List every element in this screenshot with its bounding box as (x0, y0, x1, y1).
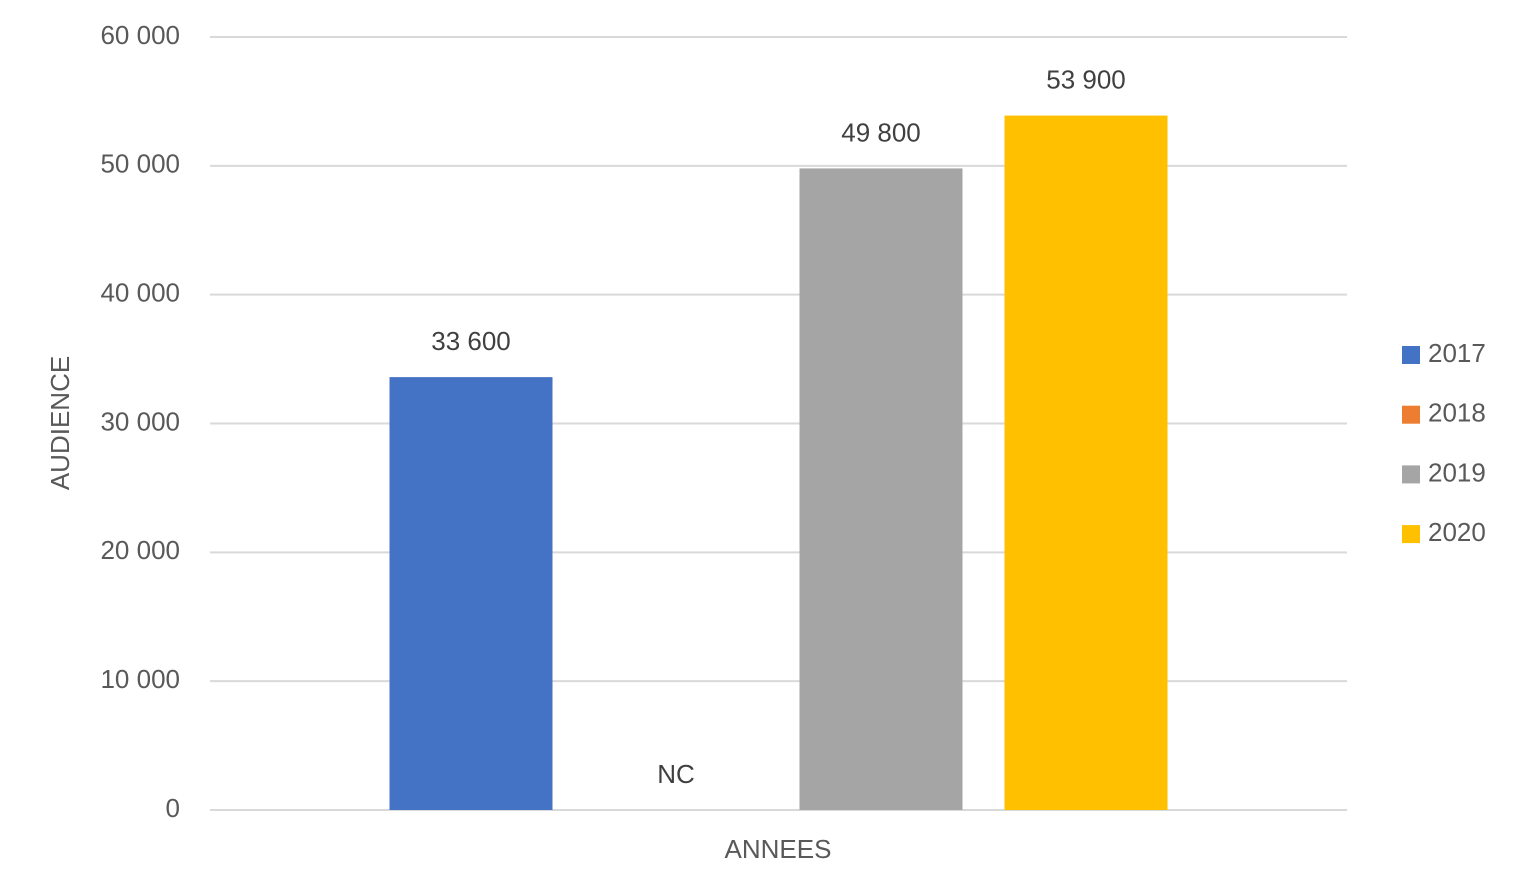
data-label: NC (657, 759, 695, 789)
legend-swatch (1402, 465, 1420, 484)
y-axis-label: AUDIENCE (45, 356, 75, 490)
legend-label: 2018 (1428, 398, 1486, 428)
x-axis-label: ANNEES (725, 834, 832, 864)
y-tick-label: 10 000 (100, 664, 180, 694)
y-tick-label: 50 000 (100, 149, 180, 179)
legend-label: 2020 (1428, 517, 1486, 547)
legend-swatch (1402, 525, 1420, 544)
bar (799, 168, 963, 810)
legend-label: 2019 (1428, 457, 1486, 487)
legend-label: 2017 (1428, 338, 1486, 368)
y-tick-label: 60 000 (100, 20, 180, 50)
data-label: 53 900 (1046, 64, 1126, 94)
y-tick-label: 40 000 (100, 278, 180, 308)
data-label: 33 600 (431, 326, 511, 356)
y-tick-label: 0 (166, 793, 180, 823)
y-tick-label: 30 000 (100, 406, 180, 436)
data-label: 49 800 (841, 117, 921, 147)
bar (389, 377, 553, 810)
y-tick-label: 20 000 (100, 535, 180, 565)
legend-swatch (1402, 405, 1420, 424)
bar (1004, 115, 1168, 811)
legend-swatch (1402, 346, 1420, 364)
